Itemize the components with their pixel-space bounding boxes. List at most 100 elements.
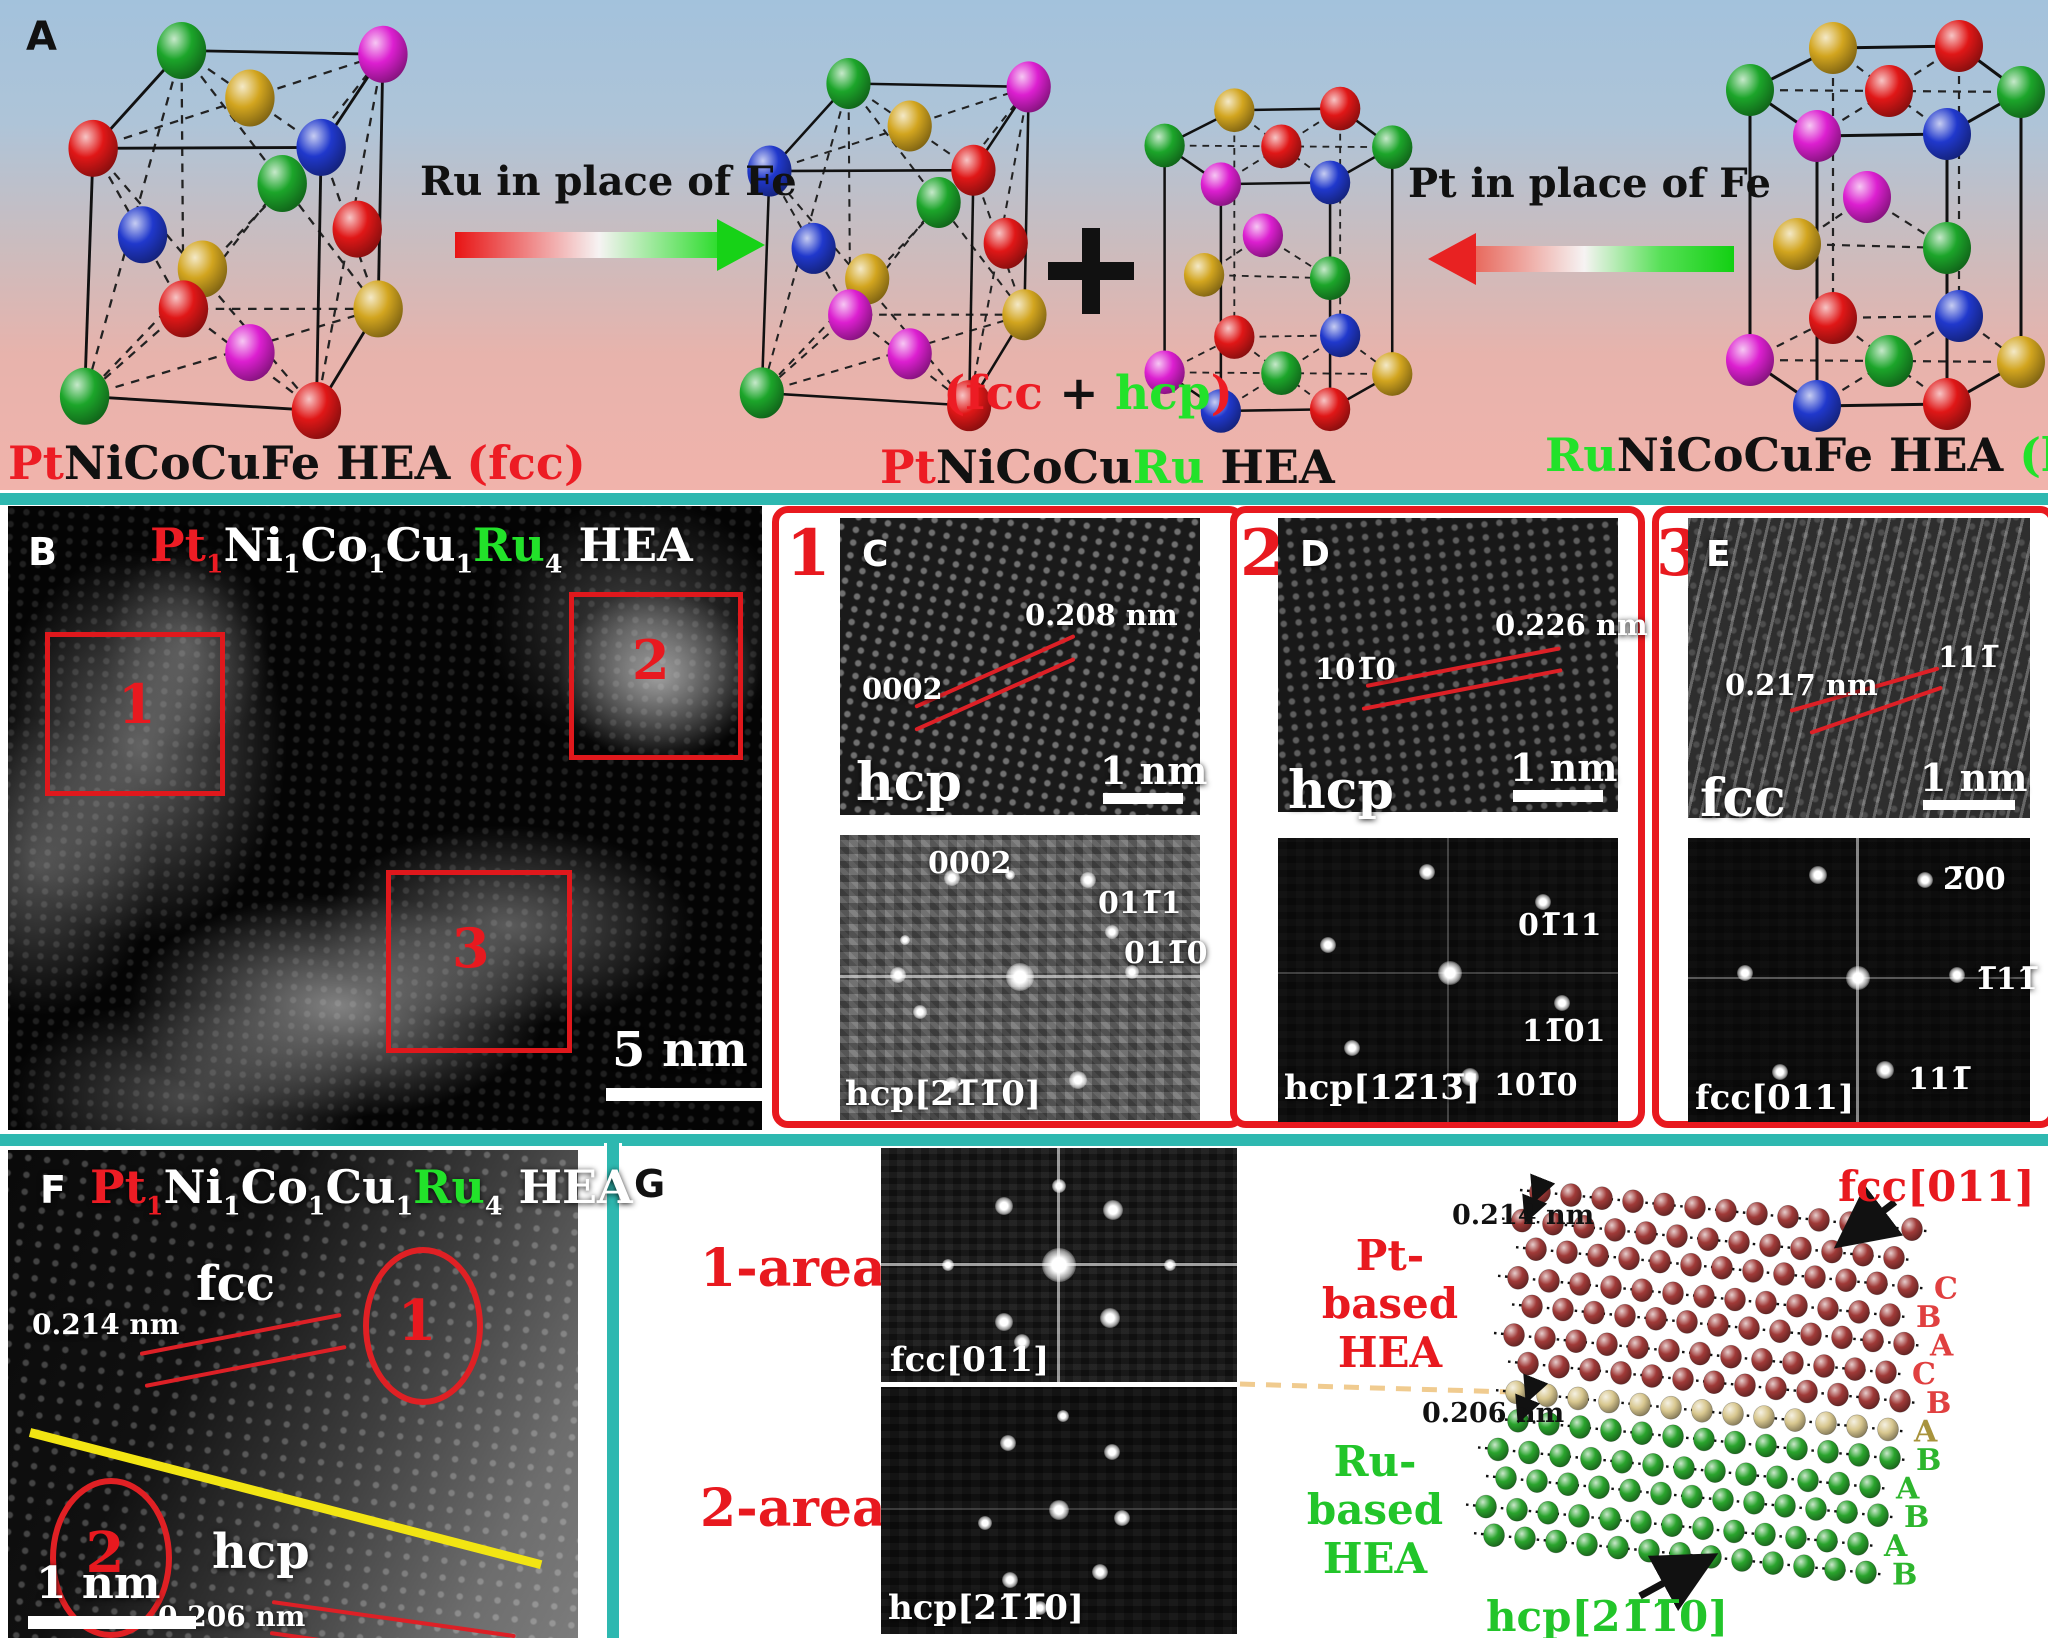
panel-e-dspacing-value: 0.217 nm	[1725, 668, 1878, 702]
fft-spot	[900, 935, 910, 945]
panel-f-scale-text: 1 nm	[36, 1558, 161, 1609]
panel-c-fft-zone-axis: hcp[21̅1̅0]	[845, 1074, 1041, 1114]
caption-left-fcc-hea: PtNiCoCuFe HEA (fcc)	[8, 436, 586, 490]
fft-spot	[1737, 965, 1753, 981]
svg-text:C: C	[1934, 1271, 1958, 1306]
fft-spot	[1049, 1500, 1069, 1520]
fft-spot	[1876, 1061, 1894, 1079]
panel-e-fft-zone-axis: fcc[011]	[1695, 1078, 1855, 1118]
panel-f-title: Pt1Ni1Co1Cu1Ru4 HEA	[90, 1160, 633, 1221]
fft-spot	[1014, 1334, 1030, 1350]
fft-spot	[1344, 1040, 1360, 1056]
fft-spot	[1809, 866, 1827, 884]
fft-spot	[1846, 966, 1870, 990]
region-box-1-number: 1	[118, 672, 156, 736]
svg-text:B: B	[1916, 1300, 1941, 1335]
fft-spot	[913, 1005, 927, 1019]
panel-f-circle-1-number: 1	[397, 1288, 437, 1354]
ru-replaces-fe-arrowhead-icon	[717, 219, 765, 271]
panel-d-fft-spot-label: 11̅01	[1522, 1014, 1606, 1049]
panel-d-phase-label: hcp	[1288, 760, 1394, 821]
fft-spot	[978, 1516, 992, 1530]
panel-g-label: G	[634, 1162, 666, 1206]
panel-c-region-number: 1	[786, 516, 831, 591]
panel-e-fft-spot-label: 111̅	[1908, 1062, 1971, 1097]
panel-d-fft-image	[1278, 838, 1618, 1122]
fft-spot	[1554, 995, 1570, 1011]
fft-spot	[995, 1313, 1013, 1331]
caption-right-hcp-hea: RuNiCoCuFe HEA (hcp)	[1545, 428, 2048, 482]
panel-e-plane-label: 111̅	[1938, 640, 1999, 674]
svg-text:C: C	[1912, 1357, 1936, 1392]
panel-f-label: F	[40, 1168, 66, 1212]
panel-b-title: Pt1Ni1Co1Cu1Ru4 HEA	[150, 518, 693, 579]
fft-spot	[1002, 1572, 1018, 1588]
fft-spot	[1000, 1435, 1016, 1451]
region-box-3-number: 3	[452, 916, 490, 980]
panel-d-fft-spot-label: 01̅11	[1518, 908, 1602, 943]
panel-e-phase-label: fcc	[1700, 768, 1786, 829]
panel-f-hcp-label: hcp	[212, 1524, 310, 1580]
pt-replaces-fe-arrowhead-icon	[1428, 233, 1476, 285]
fft-spot	[1320, 937, 1336, 953]
fft-spot	[1438, 961, 1462, 985]
panel-d-region-number: 2	[1240, 516, 1285, 591]
panel-b-label: B	[28, 530, 57, 574]
fft-spot	[1535, 894, 1551, 910]
caption-middle-mixed-hea: PtNiCoCuRu HEA	[880, 440, 1335, 494]
panel-c-fft-spot-label: 011̅0	[1124, 936, 1208, 971]
panel-f-circle-1	[363, 1247, 483, 1405]
svg-text:B: B	[1892, 1557, 1917, 1592]
divider-horizontal-bottom	[0, 1131, 2048, 1149]
model-hcp-direction: hcp[21̅1̅0]	[1486, 1592, 1729, 1638]
panel-b-scale-text: 5 nm	[612, 1022, 748, 1078]
svg-text:B: B	[1926, 1386, 1951, 1421]
panel-d-fft-zone-axis: hcp[12̅13̅]	[1284, 1068, 1480, 1108]
panel-e-lattice-texture	[1688, 518, 2030, 818]
fft-spot	[1103, 1200, 1123, 1220]
region-box-2	[569, 592, 743, 760]
model-fcc-direction: fcc[011]	[1838, 1162, 2035, 1211]
fft-spot	[944, 1077, 960, 1093]
svg-text:A: A	[1883, 1529, 1908, 1564]
panel-f-fcc-label: fcc	[196, 1256, 276, 1312]
area-2-label: 2-area	[700, 1478, 886, 1539]
fft-spot	[1105, 925, 1119, 939]
ru-based-hea-label: Ru-based HEA	[1285, 1437, 1465, 1583]
area-2-fft-zone-axis: hcp[21̅1̅0]	[888, 1588, 1084, 1628]
model-spacing-bottom: 0.206 nm	[1422, 1398, 1565, 1429]
ru-based-line1: Ru-based	[1306, 1437, 1444, 1535]
fcc-plus-hcp-label: (fcc + hcp)	[943, 366, 1233, 421]
fft-spot	[1100, 1308, 1120, 1328]
region-box-1	[45, 632, 225, 796]
panel-c-phase-label: hcp	[856, 752, 962, 813]
pt-replaces-fe-arrow	[1476, 246, 1734, 272]
svg-text:A: A	[1895, 1472, 1920, 1507]
panel-f-circle-2	[50, 1478, 172, 1638]
panel-f-circle-2-number: 2	[85, 1520, 125, 1586]
panel-c-label: C	[862, 534, 889, 575]
fft-spot	[1005, 870, 1015, 880]
fft-spot	[1419, 864, 1435, 880]
area-2-fft-image	[881, 1387, 1237, 1634]
plus-icon	[1082, 228, 1100, 314]
panel-c-scale-bar	[1103, 793, 1183, 804]
crystal-structures-drawing	[59, 20, 2045, 440]
fft-spot	[890, 967, 906, 983]
panel-c-plane-label: 0002	[862, 672, 943, 706]
ru-replaces-fe-text: Ru in place of Fe	[420, 158, 797, 205]
ru-replaces-fe-arrow	[455, 232, 717, 258]
fft-spot	[1033, 1601, 1047, 1615]
panel-d-scale-text: 1 nm	[1510, 745, 1618, 790]
pt-based-line1: Pt-based	[1321, 1231, 1459, 1329]
panel-d-label: D	[1300, 534, 1330, 575]
fft-spot	[942, 1259, 954, 1271]
panel-d-scale-bar	[1513, 790, 1603, 802]
panel-d-plane-label: 101̅0	[1315, 652, 1396, 686]
model-spacing-top: 0.214 nm	[1452, 1200, 1595, 1231]
svg-text:A: A	[1913, 1414, 1938, 1449]
panel-c-fft-spot-label: 011̅1	[1098, 886, 1182, 921]
pt-replaces-fe-text: Pt in place of Fe	[1408, 160, 1771, 207]
